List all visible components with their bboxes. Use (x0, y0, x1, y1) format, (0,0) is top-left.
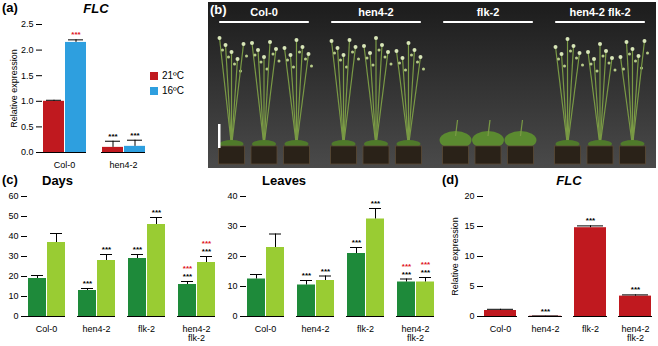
svg-text:2.0: 2.0 (21, 45, 34, 55)
svg-text:***: *** (130, 131, 140, 140)
svg-text:hen4-2flk-2: hen4-2flk-2 (401, 324, 429, 343)
svg-text:0: 0 (232, 311, 237, 321)
svg-text:flk-2: flk-2 (357, 324, 374, 334)
svg-text:0.0: 0.0 (21, 147, 34, 157)
svg-text:hen4-2: hen4-2 (82, 324, 110, 334)
svg-text:40: 40 (227, 191, 237, 201)
svg-text:1.5: 1.5 (21, 71, 34, 81)
svg-text:Relative expression: Relative expression (450, 217, 460, 296)
svg-text:10: 10 (227, 281, 237, 291)
html-text:FLC: FLC (83, 1, 109, 16)
svg-text:20: 20 (227, 251, 237, 261)
html-text:(d): (d) (442, 172, 459, 187)
svg-text:0: 0 (469, 311, 474, 321)
svg-text:***: *** (421, 268, 431, 277)
svg-text:Relative expression: Relative expression (9, 49, 19, 128)
svg-text:20: 20 (464, 191, 474, 201)
svg-text:***: *** (302, 271, 312, 280)
svg-text:***: *** (402, 262, 412, 271)
svg-text:hen4-2: hen4-2 (301, 324, 329, 334)
svg-text:***: *** (402, 270, 412, 279)
html-text:(c): (c) (2, 172, 18, 187)
svg-text:flk-2: flk-2 (582, 324, 599, 334)
svg-text:***: *** (541, 307, 551, 316)
svg-text:Col-0: Col-0 (490, 324, 512, 334)
svg-text:50: 50 (8, 211, 18, 221)
svg-text:***: *** (183, 264, 193, 273)
svg-text:hen4-2: hen4-2 (358, 6, 393, 18)
svg-text:Col-0: Col-0 (250, 6, 278, 18)
svg-text:***: *** (83, 279, 93, 288)
svg-text:***: *** (183, 272, 193, 281)
svg-text:***: *** (133, 245, 143, 254)
svg-text:flk-2: flk-2 (477, 6, 500, 18)
svg-text:***: *** (152, 208, 162, 217)
html-text:(a): (a) (2, 0, 18, 15)
svg-text:***: *** (202, 239, 212, 248)
html-text:16ºC: 16ºC (162, 85, 184, 96)
svg-text:hen4-2flk-2: hen4-2flk-2 (621, 324, 649, 343)
svg-text:***: *** (371, 199, 381, 208)
svg-text:10: 10 (8, 291, 18, 301)
svg-text:30: 30 (8, 251, 18, 261)
svg-text:40: 40 (8, 231, 18, 241)
html-text:Days: Days (42, 173, 74, 188)
svg-text:hen4-2 flk-2: hen4-2 flk-2 (569, 6, 630, 18)
svg-text:***: *** (421, 260, 431, 269)
svg-text:***: *** (631, 285, 641, 294)
svg-text:hen4-2flk-2: hen4-2flk-2 (182, 324, 210, 343)
svg-text:15: 15 (464, 221, 474, 231)
svg-text:0.5: 0.5 (21, 122, 34, 132)
svg-text:hen4-2: hen4-2 (109, 160, 137, 170)
svg-text:hen4-2: hen4-2 (531, 324, 559, 334)
svg-text:Col-0: Col-0 (54, 160, 76, 170)
html-text:Leaves: Leaves (262, 173, 307, 188)
svg-text:***: *** (586, 216, 596, 225)
svg-text:2.5: 2.5 (21, 19, 34, 29)
html-text:21ºC: 21ºC (162, 70, 184, 81)
html-text:(b): (b) (210, 2, 227, 17)
svg-text:***: *** (321, 267, 331, 276)
svg-text:5: 5 (469, 281, 474, 291)
svg-text:***: *** (71, 30, 81, 39)
svg-text:Col-0: Col-0 (36, 324, 58, 334)
svg-text:30: 30 (227, 221, 237, 231)
svg-text:***: *** (202, 247, 212, 256)
svg-text:20: 20 (8, 271, 18, 281)
svg-text:0: 0 (13, 311, 18, 321)
svg-text:10: 10 (464, 251, 474, 261)
svg-text:60: 60 (8, 191, 18, 201)
svg-text:1.0: 1.0 (21, 96, 34, 106)
html-text:FLC: FLC (556, 173, 582, 188)
svg-text:Col-0: Col-0 (255, 324, 277, 334)
svg-text:***: *** (352, 238, 362, 247)
svg-text:***: *** (108, 132, 118, 141)
svg-text:***: *** (102, 245, 112, 254)
svg-text:flk-2: flk-2 (138, 324, 155, 334)
